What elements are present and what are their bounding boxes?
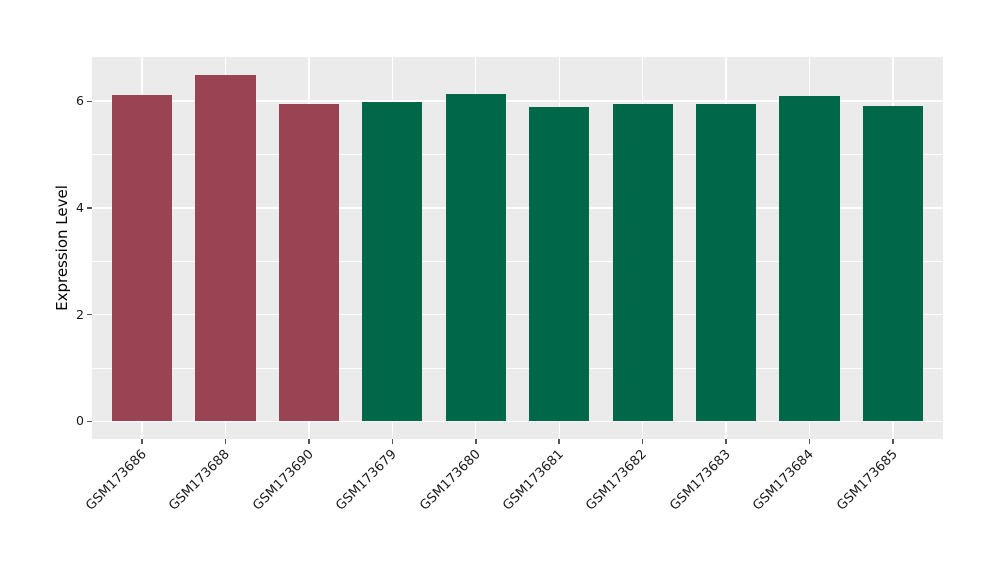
y-tick-label: 0 — [76, 413, 84, 429]
x-tick-label-text: GSM173686 — [83, 447, 150, 514]
bar-GSM173679 — [362, 101, 423, 422]
gridline-major — [92, 207, 943, 209]
x-tick-label-text: GSM173688 — [166, 447, 234, 514]
x-tick-mark — [892, 439, 894, 444]
bar-GSM173683 — [696, 103, 757, 422]
x-tick-mark — [391, 439, 394, 444]
x-tick-mark — [725, 439, 727, 444]
x-tick-mark — [308, 439, 310, 444]
bar-GSM173684 — [779, 95, 840, 422]
x-tick-mark — [141, 439, 143, 444]
bar-GSM173688 — [195, 74, 256, 422]
x-tick-label-text: GSM173679 — [333, 447, 400, 514]
y-tick-label: 2 — [76, 306, 84, 322]
x-tick-label-text: GSM173682 — [583, 447, 651, 514]
x-tick-label-text: GSM173684 — [750, 447, 818, 514]
x-tick-label-text: GSM173685 — [833, 447, 901, 514]
gridline-major — [92, 313, 943, 316]
gridline-major — [92, 420, 943, 423]
y-tick-mark — [87, 420, 92, 423]
gridline-minor — [92, 367, 943, 369]
bar-GSM173682 — [612, 103, 673, 422]
plot-area — [92, 57, 943, 439]
bar-GSM173681 — [529, 107, 590, 422]
y-tick-mark — [87, 100, 92, 103]
bar-GSM173686 — [112, 94, 173, 422]
x-tick-mark — [558, 439, 560, 444]
x-tick-mark — [808, 439, 811, 444]
y-tick-mark — [87, 313, 92, 316]
x-tick-label-text: GSM173681 — [500, 447, 567, 514]
x-tick-label-text: GSM173683 — [667, 447, 734, 514]
x-tick-mark — [224, 439, 227, 444]
gridline-major — [92, 100, 943, 103]
x-tick-mark — [641, 439, 644, 444]
bar-GSM173690 — [278, 103, 339, 422]
x-tick-mark — [475, 439, 477, 444]
x-tick-label-text: GSM173690 — [249, 447, 317, 514]
gridline-minor — [92, 154, 943, 156]
bar-GSM173685 — [862, 106, 923, 422]
y-tick-label: 4 — [76, 199, 84, 215]
y-tick-mark — [87, 207, 92, 209]
bar-GSM173680 — [445, 94, 506, 422]
x-tick-label-text: GSM173680 — [416, 447, 484, 514]
gridline-minor — [92, 260, 943, 262]
y-tick-label: 6 — [76, 93, 84, 109]
